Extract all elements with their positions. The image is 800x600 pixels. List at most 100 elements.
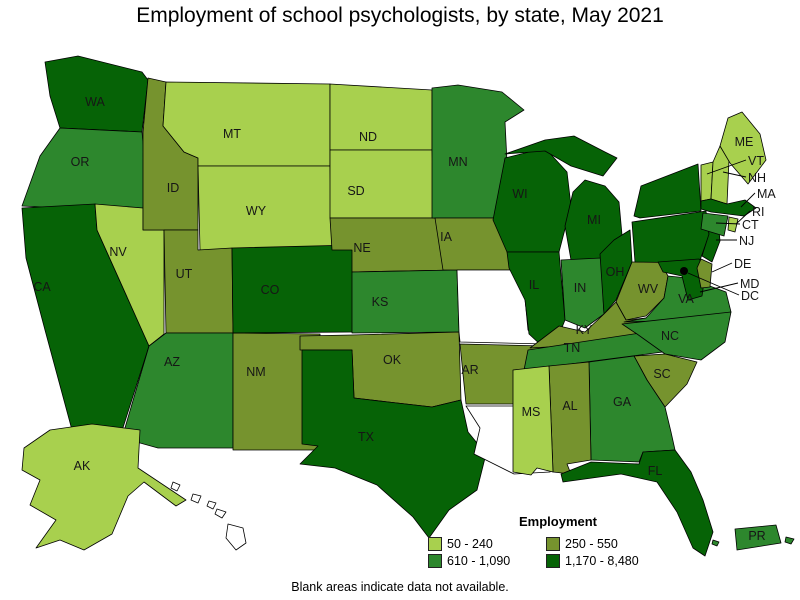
state-hi-island xyxy=(170,481,181,492)
state-label-al: AL xyxy=(562,399,577,413)
state-label-wy: WY xyxy=(246,204,267,218)
state-label-tn: TN xyxy=(564,341,581,355)
state-sd xyxy=(329,149,436,219)
callout-label-nh: NH xyxy=(748,171,766,185)
state-ma xyxy=(700,198,757,217)
state-tx xyxy=(299,349,487,539)
state-nc xyxy=(621,311,732,361)
callout-label-dc: DC xyxy=(741,289,759,303)
state-label-mi: MI xyxy=(587,213,601,227)
legend-item: 50 - 240 xyxy=(428,537,540,551)
page-title: Employment of school psychologists, by s… xyxy=(136,4,664,27)
state-ms xyxy=(512,365,554,476)
state-fl xyxy=(560,449,714,557)
state-ks xyxy=(351,269,460,334)
state-wa xyxy=(44,55,149,133)
state-label-nc: NC xyxy=(661,329,679,343)
state-label-ks: KS xyxy=(372,295,389,309)
callout-label-de: DE xyxy=(734,257,751,271)
state-label-ga: GA xyxy=(613,395,632,409)
state-label-in: IN xyxy=(574,281,587,295)
state-hi-island xyxy=(214,508,227,519)
callout-line-nh xyxy=(722,171,747,178)
footnote: Blank areas indicate data not available. xyxy=(291,580,509,594)
state-label-wa: WA xyxy=(85,95,105,109)
callout-line-ct xyxy=(715,222,741,225)
state-nd xyxy=(329,83,433,151)
legend-swatch-4 xyxy=(546,554,560,568)
legend-item: 610 - 1,090 xyxy=(428,554,540,568)
state-label-wv: WV xyxy=(638,282,659,296)
callout-line-dc xyxy=(687,272,740,296)
state-pa xyxy=(631,210,710,264)
callout-label-nj: NJ xyxy=(739,234,754,248)
callout-label-ri: RI xyxy=(752,205,765,219)
legend-title: Employment xyxy=(518,514,597,529)
state-label-fl: FL xyxy=(648,464,663,478)
callout-line-vt xyxy=(706,159,747,175)
callout-label-md: MD xyxy=(740,277,759,291)
state-label-nd: ND xyxy=(359,130,377,144)
state-label-ia: IA xyxy=(440,230,452,244)
dc-dot xyxy=(680,267,688,275)
callout-line-ma xyxy=(740,192,756,208)
callout-line-ri xyxy=(735,210,751,225)
state-label-az: AZ xyxy=(164,355,180,369)
state-in xyxy=(560,257,605,329)
state-ri xyxy=(727,216,739,233)
legend: Employment 50 - 240 250 - 550 610 - 1,09… xyxy=(428,514,688,568)
state-label-me: ME xyxy=(735,135,754,149)
callout-label-ma: MA xyxy=(757,187,776,201)
state-label-tx: TX xyxy=(358,430,375,444)
state-label-il: IL xyxy=(529,278,539,292)
legend-swatch-3 xyxy=(428,554,442,568)
state-label-nv: NV xyxy=(109,245,127,259)
state-co xyxy=(231,244,356,334)
legend-range-4: 1,170 - 8,480 xyxy=(565,554,639,568)
state-label-ne: NE xyxy=(353,241,370,255)
state-ct xyxy=(700,212,729,237)
legend-swatch-2 xyxy=(546,537,560,551)
state-pr xyxy=(734,524,782,551)
state-label-ky: KY xyxy=(576,323,593,337)
state-hi-island xyxy=(225,523,247,551)
state-label-ak: AK xyxy=(74,459,91,473)
state-nh xyxy=(710,145,730,205)
state-label-pr: PR xyxy=(748,529,765,543)
state-label-nm: NM xyxy=(246,365,265,379)
state-mi-upper xyxy=(504,135,618,177)
state-label-ar: AR xyxy=(461,363,478,377)
state-ny xyxy=(633,163,702,219)
state-mt xyxy=(162,81,331,167)
state-hi-island xyxy=(206,500,217,510)
legend-grid: 50 - 240 250 - 550 610 - 1,090 1,170 - 8… xyxy=(428,537,688,568)
state-label-sc: SC xyxy=(653,367,670,381)
state-me xyxy=(719,111,767,185)
state-hi-island xyxy=(190,493,202,504)
state-label-sd: SD xyxy=(347,184,364,198)
legend-swatch-1 xyxy=(428,537,442,551)
state-wi xyxy=(492,147,572,253)
state-al xyxy=(548,361,592,475)
state-label-mt: MT xyxy=(223,127,241,141)
state-or xyxy=(21,127,146,213)
legend-item: 250 - 550 xyxy=(546,537,694,551)
state-label-ut: UT xyxy=(176,267,193,281)
state-label-va: VA xyxy=(678,292,694,306)
callout-label-ct: CT xyxy=(742,218,759,232)
state-label-mn: MN xyxy=(448,155,467,169)
state-label-ok: OK xyxy=(383,353,402,367)
state-label-oh: OH xyxy=(606,265,625,279)
state-ak xyxy=(21,423,187,551)
state-label-wi: WI xyxy=(512,187,527,201)
legend-item: 1,170 - 8,480 xyxy=(546,554,694,568)
legend-range-1: 50 - 240 xyxy=(447,537,493,551)
legend-range-2: 250 - 550 xyxy=(565,537,618,551)
state-ga xyxy=(588,355,676,463)
state-label-ms: MS xyxy=(522,405,541,419)
state-label-id: ID xyxy=(167,181,180,195)
state-label-ca: CA xyxy=(33,280,51,294)
legend-range-3: 610 - 1,090 xyxy=(447,554,511,568)
callout-line-de xyxy=(711,262,733,273)
